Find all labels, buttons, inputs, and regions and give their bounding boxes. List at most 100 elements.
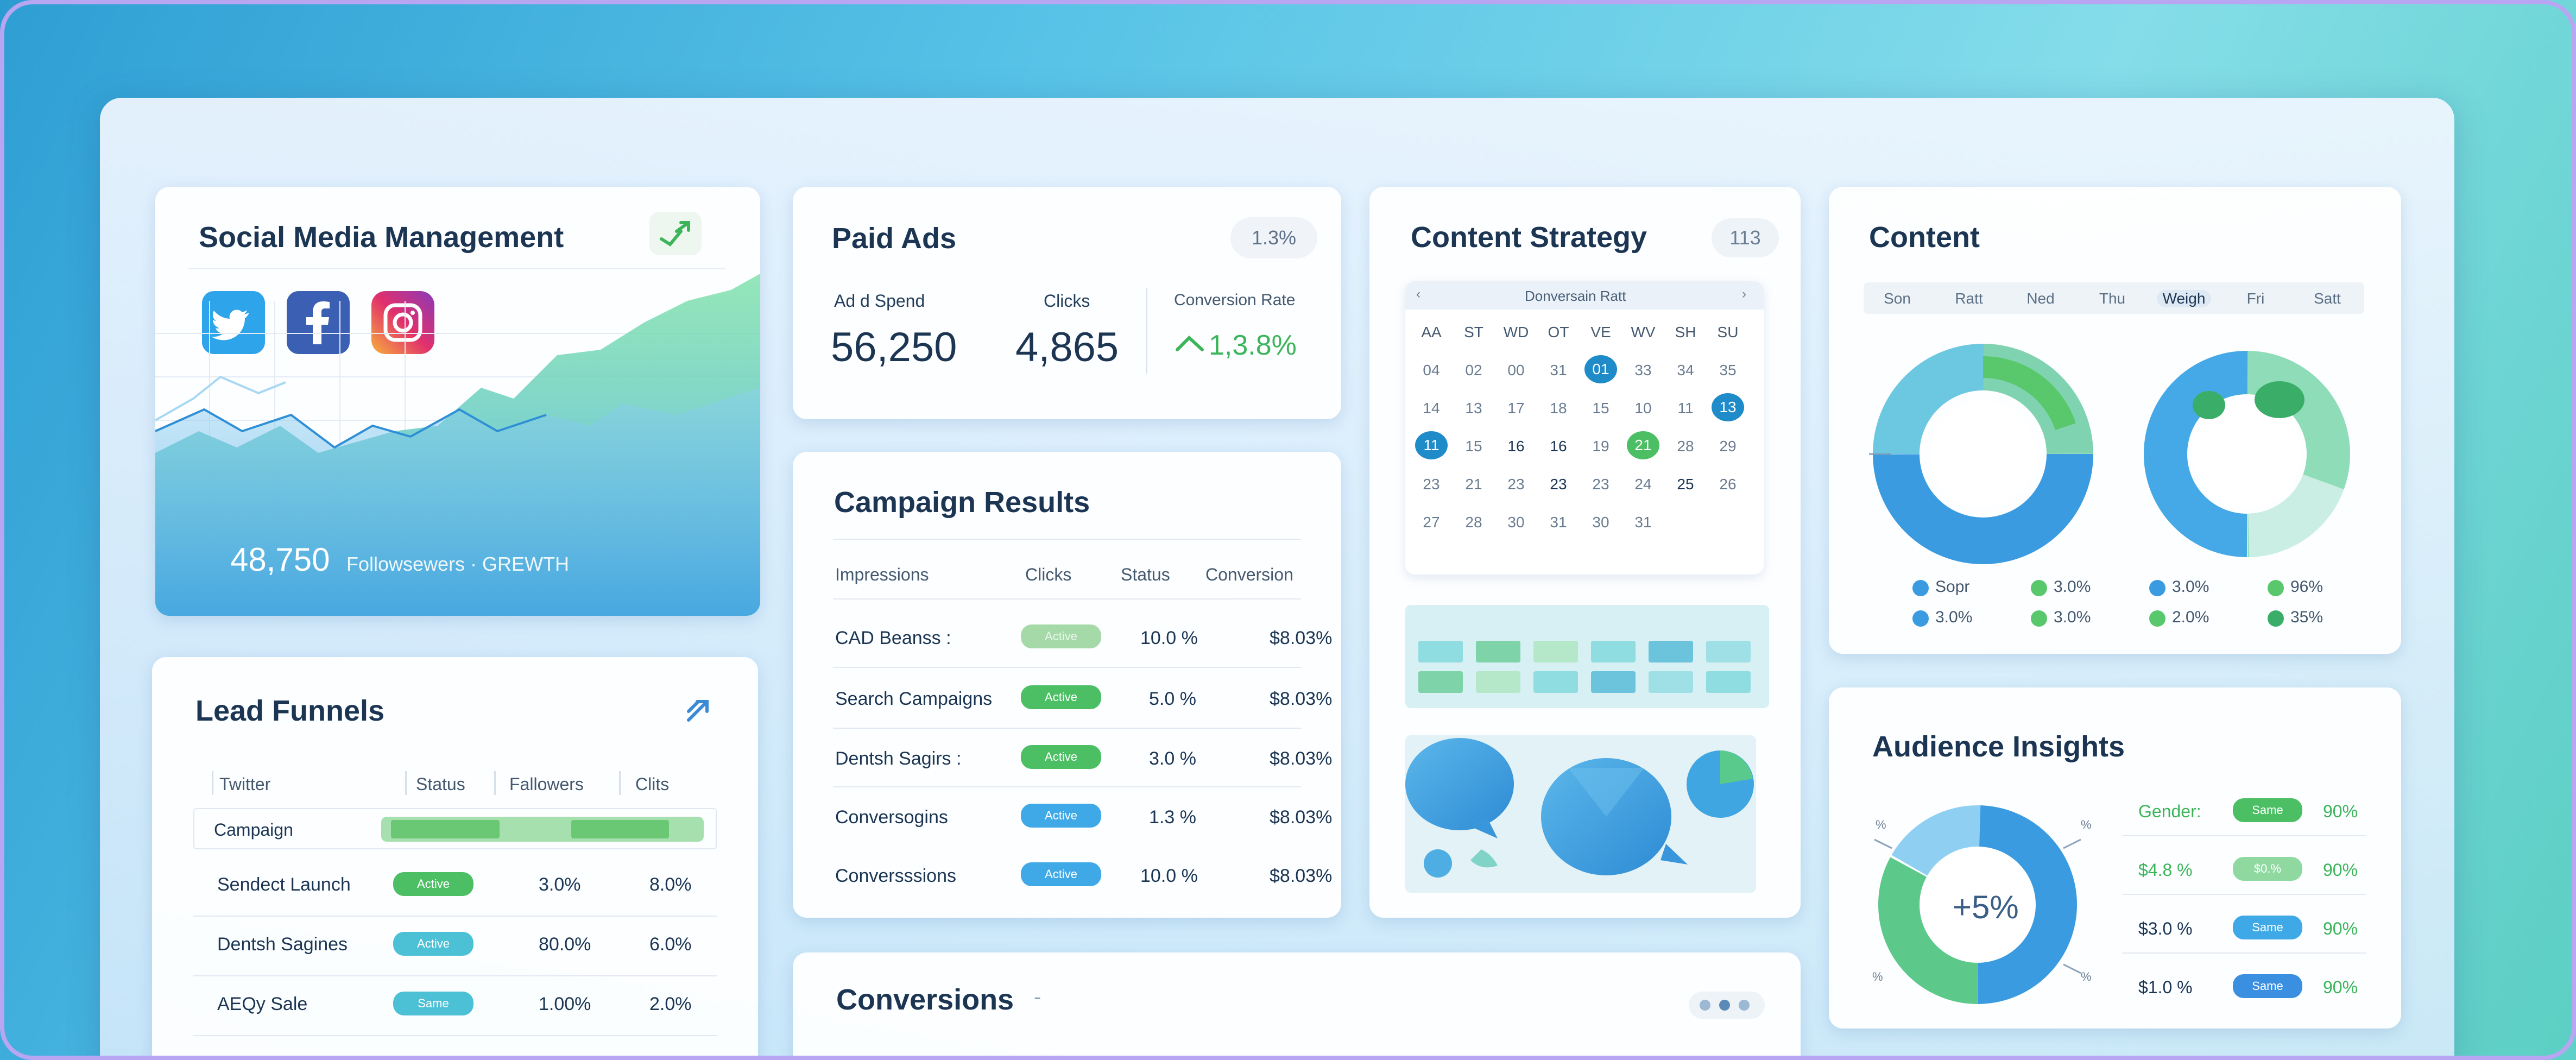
table-row[interactable]: Dentsh Sagines Active 80.0% 6.0%	[193, 919, 717, 973]
calendar-day[interactable]: 15	[1592, 400, 1609, 417]
calendar-day[interactable]: 30	[1592, 514, 1609, 531]
calendar-day[interactable]: 15	[1465, 438, 1482, 455]
calendar-day[interactable]: 31	[1634, 514, 1652, 531]
calendar-day[interactable]: 23	[1507, 476, 1525, 493]
status-badge: Active	[1021, 862, 1101, 886]
audience-pill: $0.%	[2233, 857, 2302, 881]
calendar-next-icon[interactable]: ›	[1742, 287, 1746, 301]
calendar-day[interactable]: 04	[1423, 362, 1440, 378]
calendar-weekday: WD	[1503, 324, 1529, 340]
calendar-day[interactable]: 13	[1712, 393, 1744, 421]
calendar-weekday: AA	[1421, 324, 1442, 340]
calendar-day[interactable]: 34	[1677, 362, 1694, 378]
share-icon[interactable]	[682, 695, 715, 730]
calendar-day[interactable]: 00	[1507, 362, 1525, 378]
table-row[interactable]: CAD Beanss : Active 10.0 % $8.03%	[833, 615, 1332, 664]
calendar-weekday: SU	[1717, 324, 1739, 340]
audience-tick-label: %	[2081, 970, 2092, 983]
trend-up-icon[interactable]	[649, 212, 702, 255]
weekday-tab[interactable]: Thu	[2099, 290, 2126, 307]
lead-funnels-card[interactable]: Lead Funnels Twitter Status Fallowers Cl…	[152, 657, 758, 1056]
calendar-day[interactable]: 24	[1634, 476, 1652, 493]
conversions-card[interactable]: Conversions -	[793, 952, 1801, 1056]
content-card[interactable]: Content Son Ratt Ned Thu Weigh Fri Satt Sopr 3.…	[1829, 187, 2401, 654]
table-row[interactable]: AEQy Sale Same 1.00% 2.0%	[193, 979, 717, 1033]
carousel-dot[interactable]	[1719, 1000, 1730, 1011]
calendar-day[interactable]: 25	[1677, 476, 1694, 493]
audience-insights-card[interactable]: Audience Insights +5% % % % % Gender: Sam…	[1829, 687, 2401, 1029]
calendar-day[interactable]: 21	[1627, 431, 1659, 459]
weekday-tab[interactable]: Weigh	[2157, 290, 2211, 307]
calendar-day[interactable]: 26	[1719, 476, 1737, 493]
calendar-day[interactable]: 14	[1423, 400, 1440, 417]
social-media-card[interactable]: Social Media Management	[155, 187, 760, 616]
calendar-prev-icon[interactable]: ‹	[1416, 287, 1420, 301]
row-conv: $8.03%	[1270, 748, 1333, 769]
calendar-day[interactable]: 23	[1550, 476, 1567, 493]
status-badge: Active	[1021, 804, 1101, 828]
content-donut-left	[1869, 344, 2093, 564]
campaign-progress-row[interactable]: Campaign	[193, 808, 717, 849]
legend-swatch	[2149, 610, 2165, 627]
calendar-day[interactable]: 23	[1592, 476, 1609, 493]
table-row[interactable]: Search Campaigns Active 5.0 % $8.03%	[833, 676, 1332, 724]
twitter-icon[interactable]	[202, 291, 265, 354]
calendar-day[interactable]: 33	[1634, 362, 1652, 378]
calendar-day[interactable]: 29	[1719, 438, 1737, 455]
content-strategy-card[interactable]: Content Strategy 113 ‹ Donversain Ratt ›…	[1369, 187, 1801, 918]
calendar-day[interactable]: 28	[1465, 514, 1482, 531]
audience-tick-label: %	[1876, 818, 1886, 831]
calendar-day[interactable]: 11	[1677, 400, 1694, 417]
calendar-weekday: SH	[1675, 324, 1696, 340]
paid-ads-card[interactable]: Paid Ads 1.3% Ad d Spend 56,250 Clicks 4…	[793, 187, 1341, 419]
paid-ads-title: Paid Ads	[832, 222, 957, 255]
legend-label: Sopr	[1935, 578, 1970, 596]
calendar-day[interactable]: 13	[1465, 400, 1482, 417]
calendar-day[interactable]: 30	[1507, 514, 1525, 531]
legend-swatch	[2031, 610, 2047, 627]
audience-row-label: $3.0 %	[2138, 919, 2193, 938]
calendar-day[interactable]: 27	[1423, 514, 1440, 531]
legend-swatch	[2031, 580, 2047, 596]
calendar-day[interactable]: 35	[1719, 362, 1737, 378]
content-block	[1418, 671, 1463, 693]
calendar-day[interactable]: 31	[1550, 514, 1567, 531]
row-followers: 80.0%	[539, 934, 591, 955]
weekday-tab[interactable]: Ratt	[1955, 290, 1983, 307]
calendar-day[interactable]: 16	[1550, 438, 1567, 455]
content-block	[1591, 641, 1636, 662]
calendar-day[interactable]: 10	[1634, 400, 1652, 417]
calendar-day[interactable]: 31	[1550, 362, 1567, 378]
campaign-results-card[interactable]: Campaign Results Impressions Clicks Stat…	[793, 452, 1341, 918]
carousel-dots[interactable]	[1689, 992, 1765, 1019]
row-name: Dentsh Sagines	[217, 934, 348, 955]
calendar-day[interactable]: 19	[1592, 438, 1609, 455]
weekday-tab[interactable]: Satt	[2314, 290, 2341, 307]
calendar-day[interactable]: 23	[1423, 476, 1440, 493]
calendar-day[interactable]: 28	[1677, 438, 1694, 455]
table-row[interactable]: Conversssions Active 10.0 % $8.03%	[833, 853, 1332, 901]
calendar-day[interactable]: 21	[1465, 476, 1482, 493]
facebook-icon[interactable]	[287, 291, 350, 354]
status-badge: Active	[1021, 685, 1101, 709]
calendar-day[interactable]: 11	[1415, 431, 1448, 459]
calendar-day[interactable]: 17	[1507, 400, 1525, 417]
calendar-day[interactable]: 01	[1584, 355, 1617, 383]
instagram-icon[interactable]	[371, 291, 434, 354]
calendar-day[interactable]: 16	[1507, 438, 1525, 455]
weekday-tab[interactable]: Son	[1884, 290, 1911, 307]
table-row[interactable]: Sendect Launch Active 3.0% 8.0%	[193, 859, 717, 913]
calendar-day[interactable]: 18	[1550, 400, 1567, 417]
table-row[interactable]: Dentsh Sagirs : Active 3.0 % $8.03%	[833, 735, 1332, 784]
calendar-day[interactable]: 02	[1465, 362, 1482, 378]
weekday-tab[interactable]: Fri	[2246, 290, 2265, 307]
carousel-dot[interactable]	[1739, 1000, 1750, 1011]
carousel-dot[interactable]	[1700, 1000, 1710, 1011]
col-twitter: Twitter	[219, 774, 271, 794]
audience-donut	[1874, 805, 2081, 1004]
weekday-selector[interactable]	[1864, 282, 2364, 314]
audience-row-label: $4.8 %	[2138, 860, 2193, 880]
table-row[interactable]: Conversogins Active 1.3 % $8.03%	[833, 794, 1332, 843]
calendar[interactable]: ‹ Donversain Ratt › AA ST WD OT VE WV SH SU 04 02…	[1405, 281, 1764, 575]
weekday-tab[interactable]: Ned	[2026, 290, 2055, 307]
